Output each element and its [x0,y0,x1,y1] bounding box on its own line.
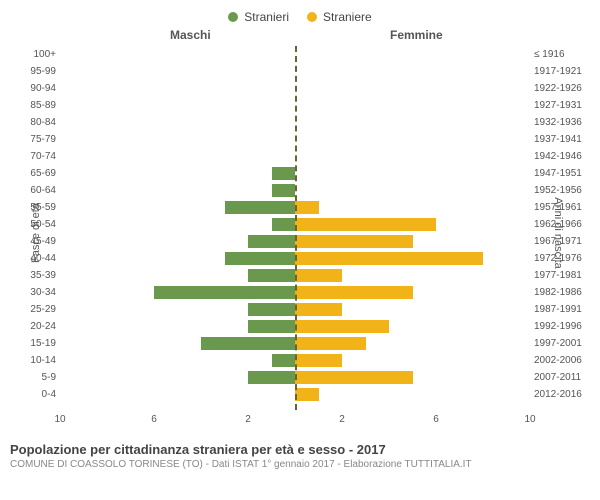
year-label: 1972-1976 [534,253,586,264]
bar-male [248,320,295,333]
age-label: 25-29 [14,304,56,315]
x-tick: 2 [339,414,345,425]
age-label: 10-14 [14,355,56,366]
x-tick: 2 [245,414,251,425]
bar-male [201,337,295,350]
age-label: 90-94 [14,83,56,94]
bar-male [248,235,295,248]
age-label: 20-24 [14,321,56,332]
center-line [295,46,297,410]
year-label: 1932-1936 [534,117,586,128]
header-male: Maschi [170,28,211,42]
age-label: 75-79 [14,134,56,145]
age-label: 15-19 [14,338,56,349]
age-label: 60-64 [14,185,56,196]
bar-female [295,235,413,248]
bar-female [295,371,413,384]
year-label: 1977-1981 [534,270,586,281]
swatch-female [307,12,317,22]
year-label: 1962-1966 [534,219,586,230]
age-label: 0-4 [14,389,56,400]
age-label: 85-89 [14,100,56,111]
bar-male [154,286,295,299]
bar-female [295,337,366,350]
bar-male [272,167,296,180]
bar-female [295,388,319,401]
header-female: Femmine [390,28,443,42]
year-label: ≤ 1916 [534,49,586,60]
swatch-male [228,12,238,22]
column-headers: Maschi Femmine [10,28,590,46]
year-label: 2012-2016 [534,389,586,400]
year-label: 1917-1921 [534,66,586,77]
year-label: 1987-1991 [534,304,586,315]
year-label: 2002-2006 [534,355,586,366]
bar-female [295,252,483,265]
legend: Stranieri Straniere [10,10,590,24]
year-label: 1952-1956 [534,185,586,196]
year-label: 2007-2011 [534,372,586,383]
chart: Maschi Femmine Fasce di età Anni di nasc… [10,28,590,438]
x-tick: 10 [54,414,65,425]
bar-female [295,354,342,367]
age-label: 5-9 [14,372,56,383]
year-label: 1967-1971 [534,236,586,247]
age-label: 95-99 [14,66,56,77]
bar-female [295,286,413,299]
year-label: 1997-2001 [534,338,586,349]
year-label: 1927-1931 [534,100,586,111]
year-label: 1942-1946 [534,151,586,162]
age-label: 70-74 [14,151,56,162]
bar-male [272,354,296,367]
age-label: 100+ [14,49,56,60]
x-tick: 6 [433,414,439,425]
age-label: 65-69 [14,168,56,179]
year-label: 1937-1941 [534,134,586,145]
year-label: 1982-1986 [534,287,586,298]
chart-title: Popolazione per cittadinanza straniera p… [10,442,590,457]
age-label: 50-54 [14,219,56,230]
bar-male [272,218,296,231]
legend-item-female: Straniere [307,10,372,24]
age-label: 30-34 [14,287,56,298]
legend-item-male: Stranieri [228,10,289,24]
bar-female [295,320,389,333]
bar-male [225,252,296,265]
footer: Popolazione per cittadinanza straniera p… [10,442,590,470]
legend-label-female: Straniere [323,10,372,24]
age-label: 40-44 [14,253,56,264]
legend-label-male: Stranieri [244,10,289,24]
bar-female [295,269,342,282]
bar-male [272,184,296,197]
bar-male [248,269,295,282]
age-label: 80-84 [14,117,56,128]
x-axis: 10622610 [60,414,530,428]
year-label: 1922-1926 [534,83,586,94]
year-label: 1947-1951 [534,168,586,179]
bar-male [248,303,295,316]
bar-male [225,201,296,214]
year-label: 1992-1996 [534,321,586,332]
age-label: 35-39 [14,270,56,281]
x-tick: 10 [524,414,535,425]
chart-subtitle: COMUNE DI COASSOLO TORINESE (TO) - Dati … [10,459,590,470]
age-label: 55-59 [14,202,56,213]
year-label: 1957-1961 [534,202,586,213]
bar-male [248,371,295,384]
age-label: 45-49 [14,236,56,247]
bar-female [295,201,319,214]
x-tick: 6 [151,414,157,425]
bar-female [295,303,342,316]
bar-female [295,218,436,231]
